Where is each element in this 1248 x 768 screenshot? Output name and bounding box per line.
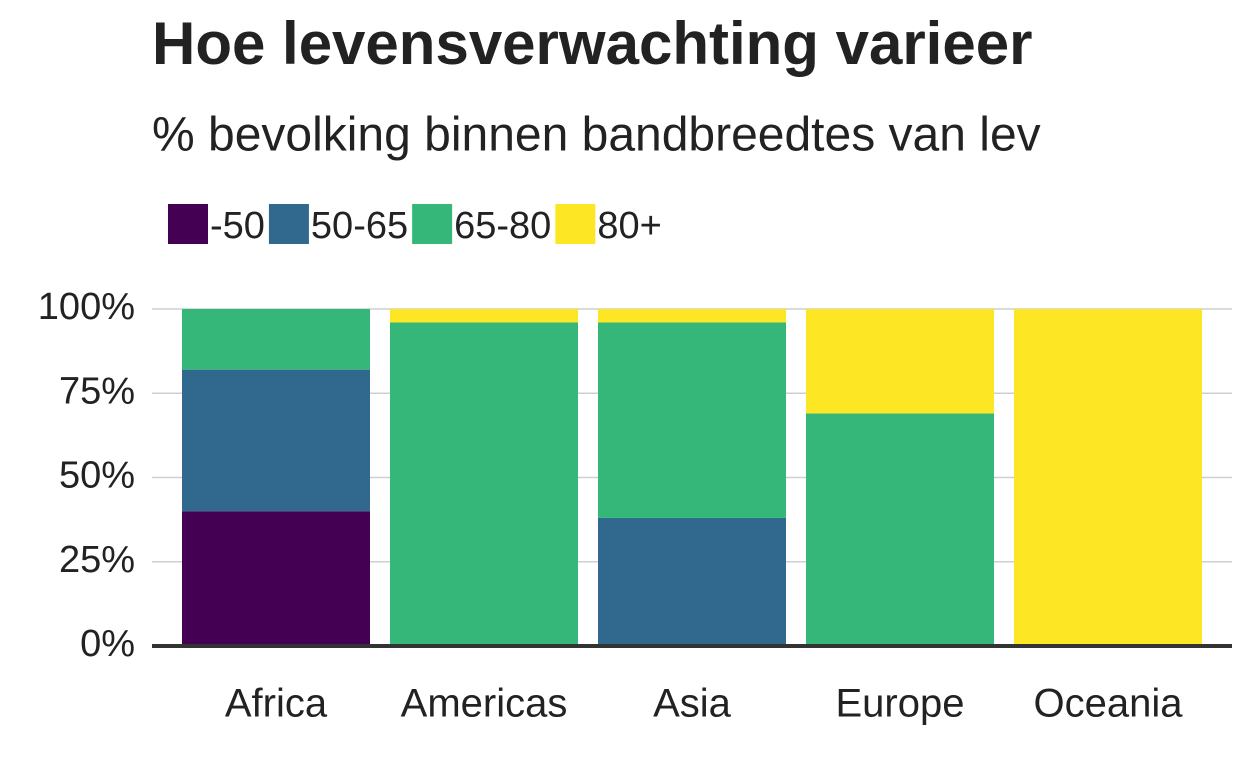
legend-swatch (268, 204, 309, 244)
bar-segment (806, 309, 994, 414)
y-tick-label: 100% (38, 286, 135, 328)
y-tick-label: 50% (59, 455, 135, 497)
legend-label: 50-65 (311, 205, 408, 247)
chart-title: Hoe levensverwachting varieer (152, 10, 1032, 77)
bar-segment (806, 413, 994, 646)
x-tick-label: Americas (401, 682, 568, 726)
legend-swatch (412, 204, 453, 244)
legend-label: 65-80 (454, 205, 551, 247)
chart-subtitle: % bevolking binnen bandbreedtes van lev (152, 109, 1041, 162)
legend-label: 80+ (597, 205, 661, 247)
bar-segment (1014, 309, 1202, 646)
legend-label: -50 (210, 205, 265, 247)
bar-segment (182, 309, 370, 370)
bar-segment (390, 309, 578, 323)
x-tick-label: Europe (836, 682, 965, 726)
bar-segment (390, 322, 578, 646)
x-tick-label: Africa (225, 682, 328, 726)
legend-swatch (168, 204, 208, 244)
bar-segment (598, 517, 786, 646)
y-tick-label: 25% (59, 539, 135, 581)
bar-segment (182, 511, 370, 646)
bar-segment (598, 322, 786, 518)
x-tick-label: Oceania (1034, 682, 1184, 726)
x-tick-label: Asia (653, 682, 732, 726)
bar-segment (598, 309, 786, 323)
y-tick-label: 75% (59, 370, 135, 412)
legend-swatch (555, 204, 596, 244)
bar-segment (182, 369, 370, 512)
y-tick-label: 0% (80, 623, 135, 665)
